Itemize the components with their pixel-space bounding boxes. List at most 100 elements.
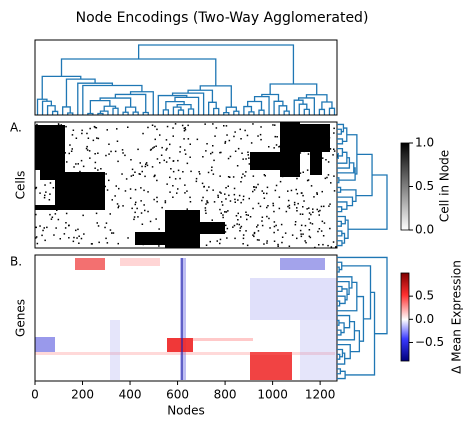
heat-dot [210,169,213,172]
dendrogram-link [103,105,117,112]
heat-dot [225,211,228,213]
heat-dot [268,146,270,148]
heat-dot [219,151,221,154]
heat-dot [54,213,57,215]
heat-dot [312,125,315,128]
heat-dot [264,158,266,160]
heat-dot [86,132,88,135]
heat-dot [72,240,75,243]
heat-dot [64,227,67,229]
heat-dot [273,221,276,223]
heat-dot [300,224,303,227]
dendrogram-link [165,100,185,110]
heat-dot [153,146,155,148]
dendrogram-link [346,134,358,175]
heat-dot [43,196,46,199]
heat-dot [248,157,250,159]
dendrogram-link [337,186,342,193]
heat-dot [233,187,236,190]
heat-dot [184,192,186,194]
heat-dot [278,196,281,198]
heat-dot [79,173,82,175]
heat-dot [278,146,280,148]
heat-dot [322,157,324,159]
heat-dot [35,165,38,168]
heat-dot [147,191,149,193]
heat-dot [75,229,77,232]
heat-dot [55,227,57,229]
heat-dot [131,168,134,171]
heat-dot [159,162,161,164]
heat-dot [81,184,83,187]
heat-dot [226,227,229,230]
heat-dot [222,214,224,216]
heat-dot [158,228,160,230]
heat-dot [299,152,302,154]
heat-dot [261,216,264,218]
heat-dot [135,201,137,204]
heat-dot [48,145,50,148]
heat-dot [326,176,328,179]
heat-dot [313,196,315,198]
dendrogram-link [341,232,346,244]
dendrogram-link [41,100,53,115]
heat-dot [49,193,51,195]
heat-dot [303,200,305,202]
heat-dot [263,243,265,245]
colorbar-tick-label: 0.5 [415,179,434,193]
heat-dot [68,185,71,187]
heat-dot [82,214,84,217]
heat-dot [90,243,93,245]
heat-dot [141,165,143,168]
dendrogram-link [337,329,342,336]
heat-dot [136,207,138,210]
heat-dot [68,152,70,155]
heat-dot [144,175,146,178]
heat-dot [242,234,245,236]
heat-dot [292,146,294,149]
heat-dot [224,231,227,233]
dendrogram-link [233,110,240,115]
heat-dot [47,205,49,208]
heat-dot [224,211,226,213]
heat-dot [212,145,214,147]
dendrogram-link [187,89,214,103]
heat-dot [317,210,320,213]
heat-dot [301,138,303,141]
dendrogram-link [258,109,265,115]
heat-dot [52,187,55,189]
heat-dot [206,189,208,192]
heat-dot [183,130,186,132]
heat-dot [265,162,267,164]
heat-dot [111,199,113,201]
heat-dot [160,242,162,244]
heat-dot [306,169,309,171]
heat-block [180,258,186,380]
heat-dot [316,192,318,194]
heat-dot [51,171,54,174]
colorbar-tick-label: 0.0 [415,223,434,237]
heat-dot [252,190,254,193]
heat-dot [174,178,177,180]
heat-dot [273,225,276,228]
heat-dot [133,216,136,218]
heat-dot [300,126,302,128]
heat-dot [153,175,155,178]
heat-dot [132,174,134,176]
heat-dot [50,177,53,180]
heat-dot [140,200,142,202]
heat-dot [98,197,100,200]
heat-block [75,258,105,270]
heat-dot [95,202,97,204]
heat-dot [111,232,113,234]
heat-dot [238,223,240,226]
heat-dot [156,200,158,203]
heat-dot [233,224,236,227]
dendrogram-link [337,215,346,225]
heat-dot [234,201,236,203]
dendrogram-link [60,58,217,86]
heat-dot [44,239,46,242]
colorbar-tick-label: 0.5 [415,289,434,303]
heat-dot [245,171,247,173]
dendrogram-link [337,157,351,169]
